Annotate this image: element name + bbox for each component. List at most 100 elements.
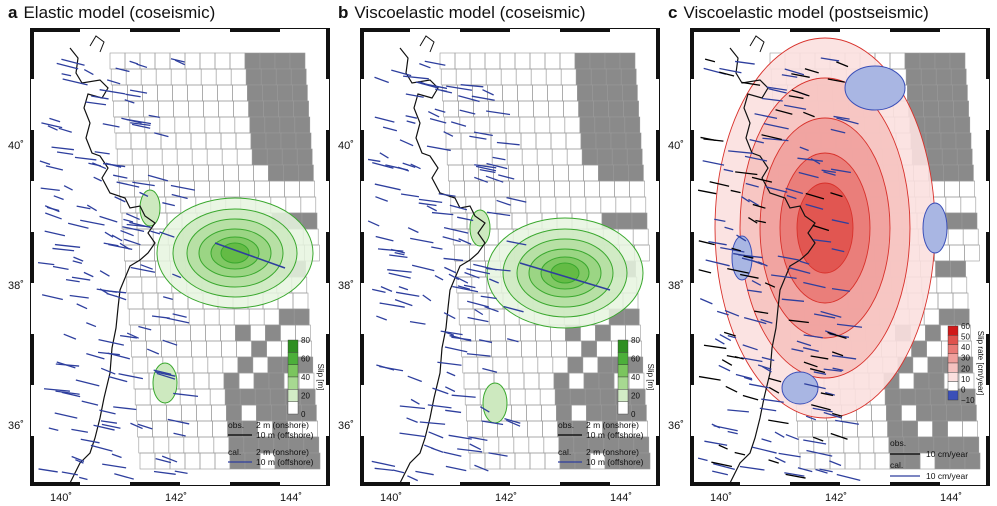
frame-tick [690,436,694,486]
displacement-vector [380,286,393,293]
displacement-vector [74,156,97,161]
fault-cell [813,436,830,454]
fault-cell [491,148,508,166]
fault-cell [159,116,176,134]
fault-cell [251,148,268,166]
fault-cell [525,196,542,214]
fault-cell [952,292,969,310]
displacement-vector [432,387,449,395]
fault-cell [178,164,194,182]
lat-label-38-a: 38˚ [8,280,24,292]
fault-cell [961,404,977,422]
displacement-vector [49,117,61,123]
fault-cell [160,324,176,342]
fault-cell [166,404,182,422]
frame-tick [326,28,330,79]
displacement-vector [374,76,389,84]
frame-tick [986,334,990,385]
displacement-vector [103,242,119,247]
lon-label-144-c: 144˚ [940,492,963,504]
fault-cell [473,100,489,118]
slip-contour [469,209,491,247]
fault-cell [265,132,282,150]
fault-cell [448,164,464,182]
rate-colorbar-swatch [947,381,959,391]
slip-colorbar-tick: 0 [631,410,636,419]
fault-cell [569,388,586,406]
fault-cell [222,356,239,374]
fault-cell [601,404,617,422]
fault-cell [605,68,622,86]
displacement-vector [761,365,772,373]
displacement-vector [812,407,833,413]
fault-cell [199,452,216,470]
fault-cell [568,164,584,182]
displacement-vector [97,351,120,356]
fault-cell [517,84,533,102]
rate-colorbar-tick: 40 [961,343,970,352]
fault-cell [194,180,210,198]
displacement-vector [697,189,717,195]
displacement-vector [445,409,462,414]
frame-tick [130,28,180,32]
displacement-vector [126,213,140,221]
fault-cell [141,276,158,294]
displacement-vector [504,418,521,424]
slip-colorbar-swatch [617,364,629,378]
displacement-vector [443,312,456,320]
displacement-vector [704,440,728,446]
frame-tick [360,436,364,486]
fault-cell [919,52,936,70]
displacement-vector [752,260,763,266]
fault-cell [945,196,962,214]
displacement-vector [727,268,749,274]
fault-cell [929,388,946,406]
fault-cell [574,52,591,70]
displacement-vector [146,348,160,355]
fault-cell [927,356,944,374]
slip-colorbar-swatch [617,376,629,390]
rate-colorbar-swatch [947,335,959,345]
displacement-vector [93,176,102,182]
fault-cell [239,180,255,198]
frame-tick [986,436,990,486]
displacement-vector [374,467,394,471]
fault-cell [489,116,506,134]
fault-cell [193,372,210,390]
slip-colorbar-swatch [617,339,629,353]
displacement-vector [415,470,434,476]
fault-cell [509,388,526,406]
fault-cell [451,212,468,230]
fault-cell [498,436,515,454]
displacement-vector [836,117,859,125]
fault-cell [268,372,285,390]
fault-cell [176,340,192,358]
slip-contour [152,362,178,404]
displacement-vector [748,198,759,206]
displacement-vector [123,238,141,246]
displacement-vector [738,254,763,259]
fault-cell [917,420,933,438]
displacement-vector [389,254,408,258]
slip-colorbar-tick: 20 [631,392,640,401]
displacement-vector [72,260,83,264]
displacement-vector [39,160,51,165]
displacement-vector [394,251,405,256]
fault-cell [553,372,570,390]
fault-cell [797,420,813,438]
displacement-vector [403,75,429,80]
displacement-vector [126,118,152,125]
fault-cell [204,116,221,134]
frame-tick [560,482,610,486]
fault-cell [949,52,966,70]
displacement-vector [480,295,497,300]
fault-cell [473,308,490,326]
displacement-vector [785,187,804,195]
frame-tick [360,232,364,283]
displacement-vector [434,108,446,113]
displacement-vector [788,95,804,100]
fault-cell [613,164,629,182]
frame-tick [790,28,840,32]
displacement-vector [698,269,712,274]
frame-tick [360,28,364,79]
